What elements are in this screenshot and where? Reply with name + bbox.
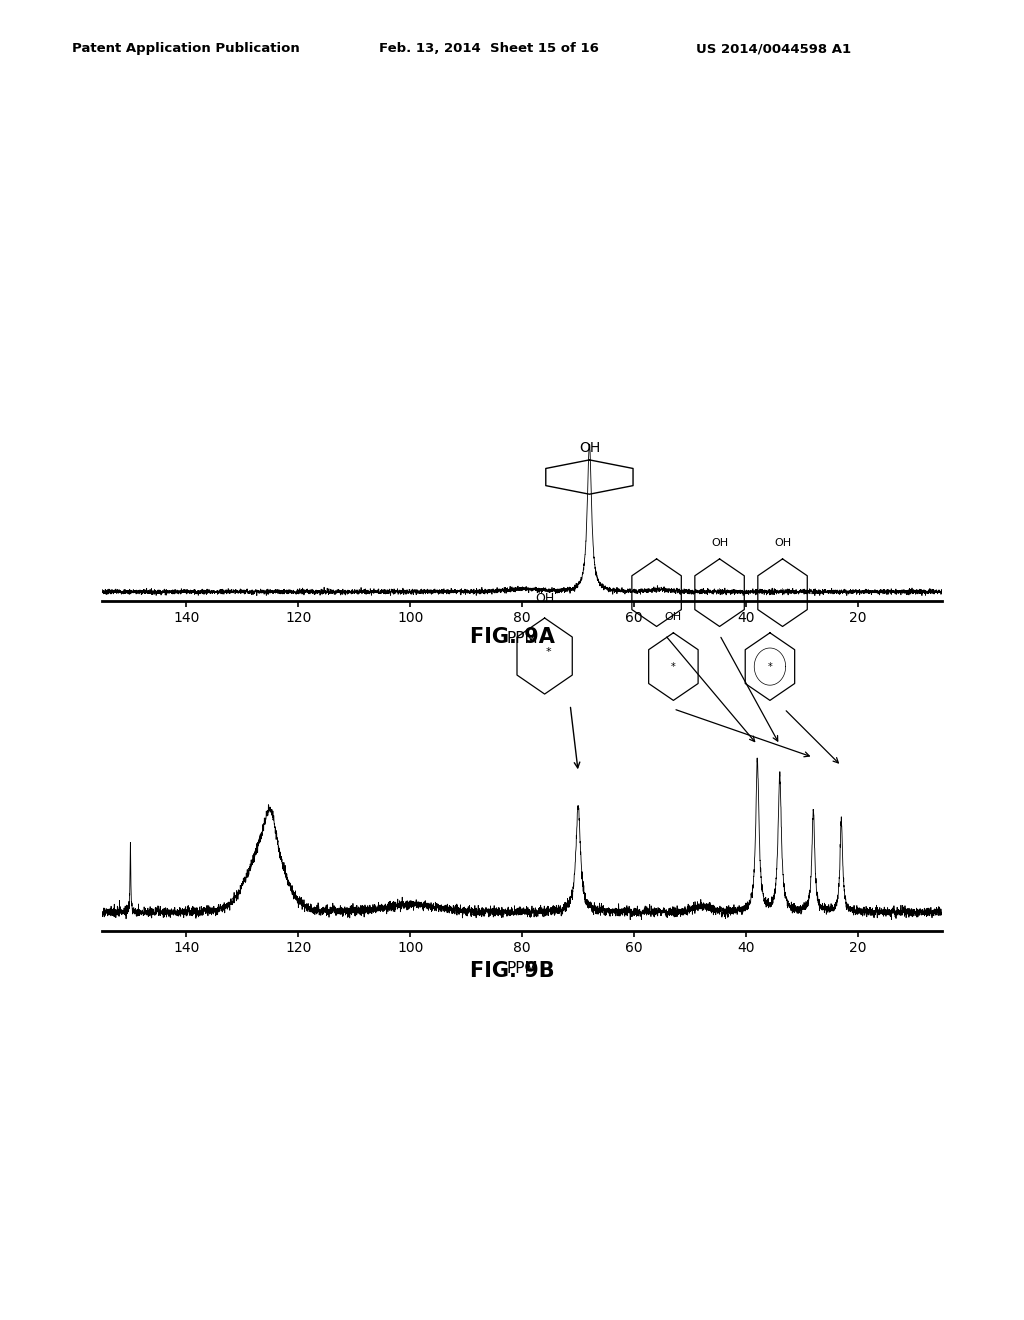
Text: *: * xyxy=(671,661,676,672)
Text: FIG. 9A: FIG. 9A xyxy=(470,627,554,647)
Text: *: * xyxy=(768,661,772,672)
Text: *: * xyxy=(780,587,785,598)
Text: *: * xyxy=(717,587,722,598)
X-axis label: PPM: PPM xyxy=(507,961,538,975)
Text: US 2014/0044598 A1: US 2014/0044598 A1 xyxy=(696,42,851,55)
Text: Patent Application Publication: Patent Application Publication xyxy=(72,42,299,55)
Text: FIG. 9B: FIG. 9B xyxy=(470,961,554,981)
Text: OH: OH xyxy=(665,612,682,622)
Text: Feb. 13, 2014  Sheet 15 of 16: Feb. 13, 2014 Sheet 15 of 16 xyxy=(379,42,599,55)
Text: OH: OH xyxy=(579,441,600,454)
Text: OH: OH xyxy=(774,539,792,548)
X-axis label: PPM: PPM xyxy=(507,631,538,645)
Text: *: * xyxy=(546,647,552,657)
Text: OH: OH xyxy=(711,539,728,548)
Text: OH: OH xyxy=(535,593,554,606)
Text: *: * xyxy=(654,587,659,598)
